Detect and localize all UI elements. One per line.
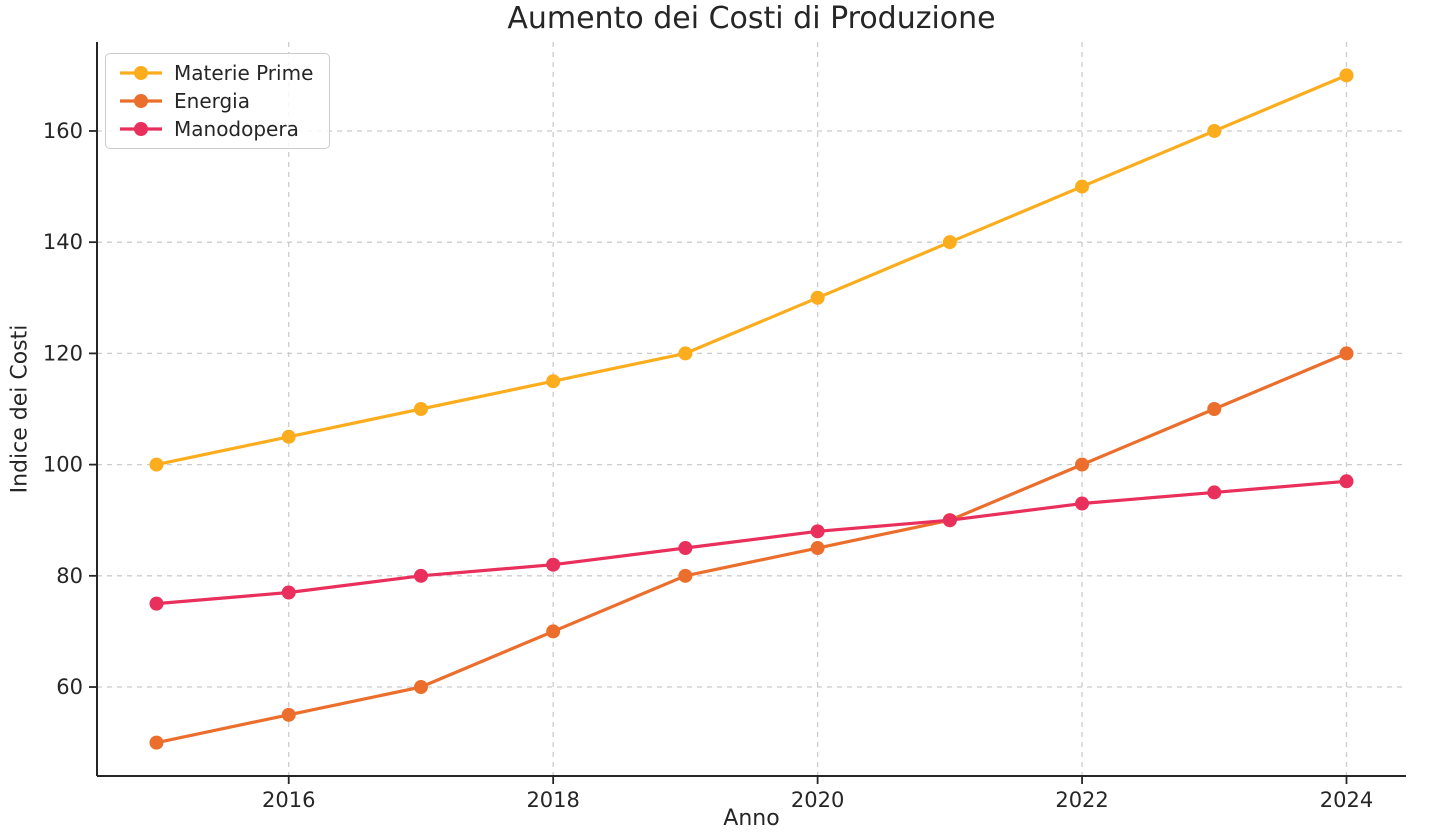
data-point-energia xyxy=(678,568,693,583)
x-tick-label: 2018 xyxy=(526,788,579,812)
data-point-manodopera xyxy=(546,557,561,572)
data-point-energia xyxy=(1207,402,1222,416)
legend-item-materie-prime: Materie Prime xyxy=(118,63,313,83)
y-tick-label: 60 xyxy=(56,675,83,699)
data-point-materie-prime xyxy=(678,346,693,361)
x-tick-label: 2022 xyxy=(1055,788,1108,812)
data-point-materie-prime xyxy=(1075,179,1090,194)
x-tick-label: 2016 xyxy=(262,788,315,812)
data-point-manodopera xyxy=(281,585,296,600)
data-point-manodopera xyxy=(1339,474,1354,489)
data-point-materie-prime xyxy=(546,374,561,389)
data-point-energia xyxy=(149,735,164,750)
data-point-manodopera xyxy=(149,596,164,611)
data-point-energia xyxy=(810,541,825,556)
data-point-energia xyxy=(1339,346,1354,361)
x-axis-label: Anno xyxy=(723,806,780,831)
legend-line-marker-icon xyxy=(120,94,162,108)
legend: Materie Prime Energia Manodopera xyxy=(105,53,331,149)
chart-title: Aumento dei Costi di Produzione xyxy=(507,1,996,36)
data-point-manodopera xyxy=(810,524,825,539)
data-point-energia xyxy=(413,680,428,695)
data-point-materie-prime xyxy=(149,457,164,472)
legend-item-manodopera: Manodopera xyxy=(118,119,313,139)
x-tick-label: 2020 xyxy=(791,788,844,812)
y-axis-label: Indice dei Costi xyxy=(7,324,33,494)
x-tick-label: 2024 xyxy=(1320,788,1373,812)
data-point-materie-prime xyxy=(1207,123,1222,138)
legend-label: Manodopera xyxy=(174,117,299,141)
data-point-materie-prime xyxy=(1339,68,1354,83)
data-point-energia xyxy=(281,707,296,722)
series-line-materie-prime xyxy=(154,73,1349,467)
y-tick-label: 160 xyxy=(43,119,83,143)
data-point-materie-prime xyxy=(810,290,825,305)
y-tick-label: 140 xyxy=(43,230,83,254)
legend-label: Materie Prime xyxy=(174,61,314,85)
y-tick-label: 80 xyxy=(56,564,83,588)
data-point-materie-prime xyxy=(413,402,428,416)
data-point-energia xyxy=(546,624,561,639)
series-line-manodopera xyxy=(154,479,1349,606)
data-point-manodopera xyxy=(413,568,428,583)
data-point-materie-prime xyxy=(281,429,296,444)
legend-line-marker-icon xyxy=(120,66,162,80)
legend-label: Energia xyxy=(174,89,250,113)
legend-line-marker-icon xyxy=(120,122,162,136)
data-point-manodopera xyxy=(1075,496,1090,511)
series-line-energia xyxy=(154,351,1349,745)
y-tick-label: 100 xyxy=(43,453,83,477)
data-point-manodopera xyxy=(1207,485,1222,500)
data-point-manodopera xyxy=(942,513,957,528)
data-point-energia xyxy=(1075,457,1090,472)
legend-item-energia: Energia xyxy=(118,91,313,111)
data-point-manodopera xyxy=(678,541,693,556)
y-tick-label: 120 xyxy=(43,341,83,365)
data-point-materie-prime xyxy=(942,235,957,250)
